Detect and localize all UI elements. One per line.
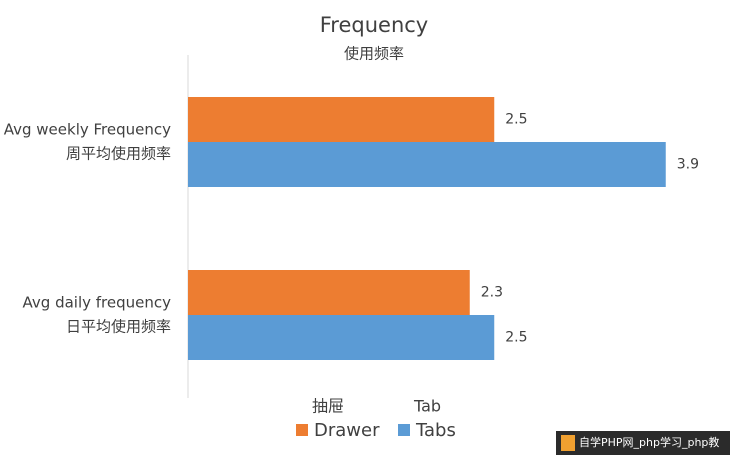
legend-label: Drawer (314, 420, 380, 441)
y-tick-label: Avg daily frequency (23, 294, 172, 312)
bar (188, 270, 470, 315)
data-label: 3.9 (677, 157, 699, 173)
chart-title: Frequency (320, 13, 429, 37)
data-label: 2.5 (505, 330, 527, 346)
legend-swatch (398, 424, 410, 436)
y-tick-label: Avg weekly Frequency (4, 121, 171, 139)
bar (188, 142, 666, 187)
watermark-box (556, 431, 730, 455)
legend-swatch (296, 424, 308, 436)
bar (188, 97, 495, 142)
watermark-icon (561, 435, 575, 451)
legend-note: 抽屉 (312, 397, 344, 416)
watermark-text: 自学PHP网_php学习_php教 (579, 435, 719, 449)
bar (188, 315, 495, 360)
y-tick-label: 周平均使用频率 (66, 145, 171, 163)
watermark: 自学PHP网_php学习_php教 (556, 431, 730, 455)
y-tick-label: 日平均使用频率 (66, 318, 171, 336)
chart-subtitle: 使用频率 (344, 45, 404, 63)
data-label: 2.5 (505, 112, 527, 128)
legend-label: Tabs (415, 420, 456, 441)
data-label: 2.3 (481, 285, 503, 301)
legend-note: Tab (413, 397, 441, 416)
